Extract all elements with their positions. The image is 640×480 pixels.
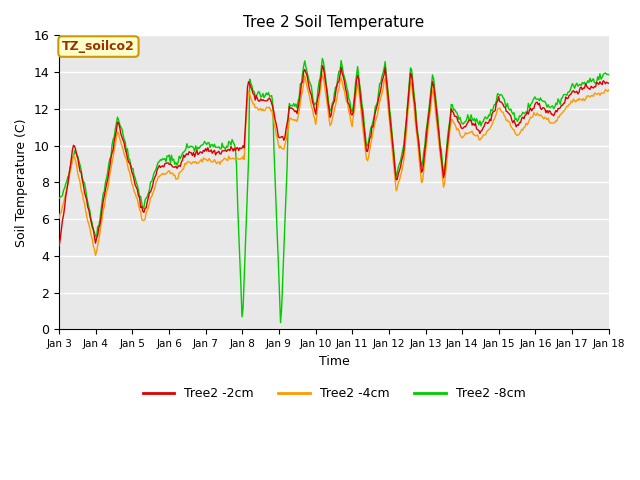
X-axis label: Time: Time <box>319 355 349 368</box>
Legend: Tree2 -2cm, Tree2 -4cm, Tree2 -8cm: Tree2 -2cm, Tree2 -4cm, Tree2 -8cm <box>138 383 531 406</box>
Title: Tree 2 Soil Temperature: Tree 2 Soil Temperature <box>243 15 424 30</box>
Y-axis label: Soil Temperature (C): Soil Temperature (C) <box>15 118 28 247</box>
Text: TZ_soilco2: TZ_soilco2 <box>62 40 135 53</box>
